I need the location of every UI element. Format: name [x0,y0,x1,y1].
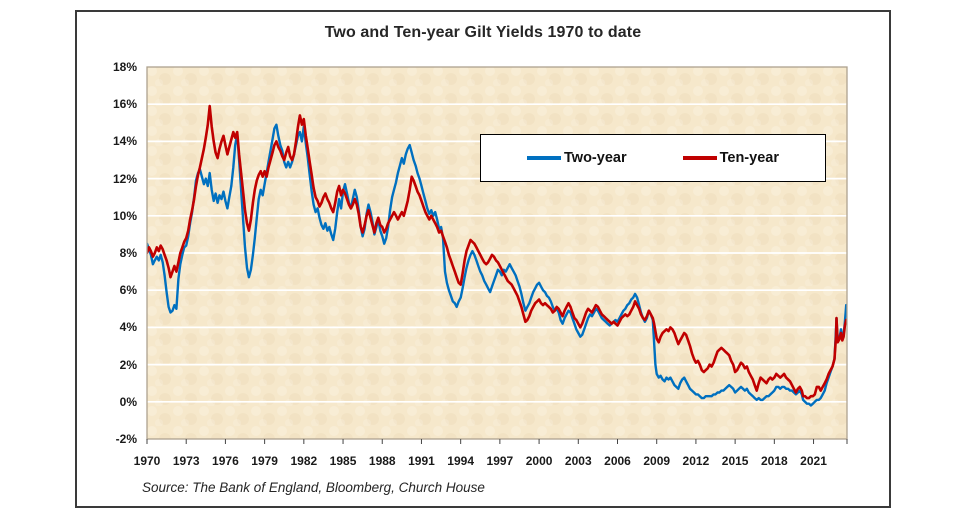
y-axis-label: 2% [119,357,137,372]
y-axis-label: 10% [112,208,137,223]
ten-year-line-sample [682,156,717,160]
y-axis-label: 4% [119,320,137,335]
x-axis-label: 2015 [721,454,749,468]
x-axis-label: 1973 [172,454,200,468]
y-axis-label: 6% [119,283,137,298]
x-axis-label: 2009 [643,454,671,468]
x-axis-label: 2003 [564,454,592,468]
two-year-line [147,123,847,407]
legend-label-two-year: Two-year [564,150,627,166]
source-note: Source: The Bank of England, Bloomberg, … [142,480,485,495]
x-axis-label: 2018 [760,454,788,468]
y-axis-label: 14% [112,134,137,149]
x-axis-label: 2000 [525,454,553,468]
chart-title: Two and Ten-year Gilt Yields 1970 to dat… [324,24,642,41]
x-axis-label: 1979 [251,454,278,468]
y-axis-label: 12% [112,171,137,186]
x-axis-label: 2021 [800,454,827,468]
x-axis-label: 2012 [682,454,710,468]
y-axis-label: 16% [112,97,137,112]
y-axis-label: 8% [119,246,137,260]
x-axis-label: 1970 [133,454,161,468]
chart-window: Two and Ten-year Gilt Yields 1970 to dat… [75,10,891,508]
plot-area [146,66,848,444]
legend: Two-year Ten-year [480,134,826,182]
legend-item-two-year: Two-year [527,150,627,166]
x-axis-label: 1982 [290,454,318,468]
x-axis-label: 2006 [604,454,631,468]
y-axis-label: 0% [119,394,137,409]
x-axis-label: 1991 [408,454,435,468]
x-axis-label: 1994 [447,454,474,468]
x-axis-label: 1985 [329,454,357,468]
legend-item-ten-year: Ten-year [682,150,779,166]
ten-year-line [147,104,847,400]
legend-label-ten-year: Ten-year [719,150,779,166]
y-axis-label: -2% [115,432,137,446]
y-axis-label: 18% [112,60,137,74]
two-year-line-sample [527,156,562,160]
x-axis-label: 1988 [368,454,396,468]
x-axis-label: 1976 [212,454,239,468]
x-axis-label: 1997 [486,454,514,468]
